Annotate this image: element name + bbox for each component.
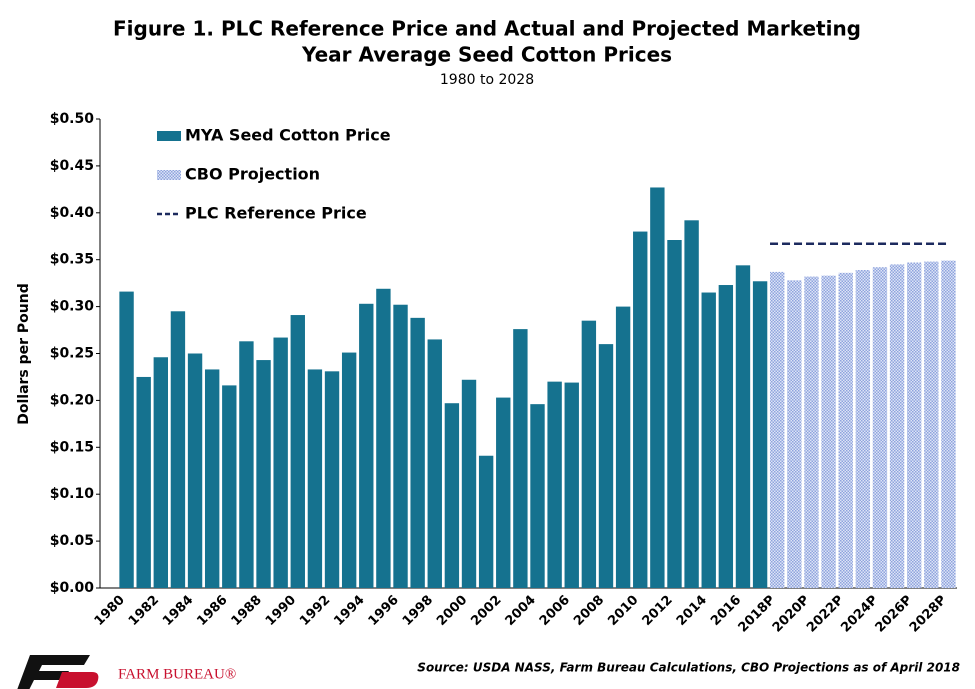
x-tick-label: 2006 <box>537 593 573 629</box>
x-tick-label: 2028P <box>907 593 950 636</box>
x-tick-label: 2022P <box>804 593 847 636</box>
y-tick-label: $0.00 <box>50 580 95 596</box>
x-tick-label: 2014 <box>674 593 710 629</box>
bar <box>752 281 768 588</box>
y-tick-label: $0.35 <box>50 252 94 268</box>
bar <box>701 292 716 588</box>
bar <box>119 291 134 588</box>
x-tick-label: 2004 <box>503 593 539 629</box>
bar <box>924 261 939 588</box>
bar <box>615 306 631 588</box>
bar <box>667 240 682 588</box>
bar <box>273 337 288 588</box>
bar <box>307 369 323 588</box>
x-tick-label: 2000 <box>434 593 470 629</box>
bar <box>239 341 254 588</box>
bar <box>838 272 853 588</box>
bar <box>872 267 888 588</box>
logo-text: FARM BUREAU® <box>118 666 236 682</box>
y-tick-label: $0.10 <box>50 486 95 502</box>
legend-swatch <box>157 170 181 180</box>
bar <box>804 276 819 588</box>
chart-subtitle: 1980 to 2028 <box>440 72 534 88</box>
chart-title: Figure 1. PLC Reference Price and Actual… <box>113 17 861 41</box>
y-tick-label: $0.20 <box>50 392 95 408</box>
x-tick-label: 1996 <box>366 593 402 629</box>
bar <box>718 285 734 588</box>
bar <box>598 344 614 588</box>
bar <box>324 371 340 588</box>
bar <box>256 360 271 588</box>
bar <box>650 187 665 588</box>
bar <box>496 397 511 588</box>
bar <box>376 288 391 588</box>
bar <box>359 303 374 588</box>
y-tick-label: $0.05 <box>50 533 94 549</box>
x-tick-label: 1982 <box>126 593 162 629</box>
x-tick-label: 1994 <box>331 593 367 629</box>
bar <box>735 265 751 588</box>
x-tick-label: 2026P <box>873 593 916 636</box>
bar <box>633 231 648 588</box>
x-tick-label: 1990 <box>263 593 299 629</box>
y-axis-label: Dollars per Pound <box>16 283 32 425</box>
legend-label: CBO Projection <box>185 165 320 184</box>
bar <box>427 339 442 588</box>
x-tick-label: 1984 <box>160 593 196 629</box>
x-tick-label: 2020P <box>770 593 813 636</box>
bar <box>478 455 494 588</box>
y-tick-label: $0.15 <box>50 439 94 455</box>
bar <box>170 311 186 588</box>
y-tick-label: $0.45 <box>50 158 94 174</box>
x-tick-label: 1988 <box>229 593 265 629</box>
legend-label: MYA Seed Cotton Price <box>185 126 391 145</box>
bar <box>153 357 168 588</box>
bar <box>889 264 905 588</box>
x-tick-label: 2008 <box>571 593 607 629</box>
y-tick-label: $0.40 <box>50 205 95 221</box>
bar <box>770 271 785 588</box>
bar <box>547 381 562 588</box>
x-tick-label: 2024P <box>838 593 881 636</box>
x-tick-label: 1980 <box>92 593 128 629</box>
bar <box>530 404 545 588</box>
logo: FARM BUREAU® <box>17 655 236 689</box>
y-tick-label: $0.30 <box>50 299 95 315</box>
bar <box>341 352 357 588</box>
bar <box>821 275 836 588</box>
bar <box>787 280 802 588</box>
x-tick-label: 1986 <box>194 593 230 629</box>
x-tick-label: 2002 <box>468 593 504 629</box>
bar <box>907 262 922 588</box>
bar <box>222 385 237 588</box>
bar <box>410 317 425 588</box>
bar <box>855 270 871 588</box>
y-tick-label: $0.25 <box>50 346 94 362</box>
bar <box>513 329 528 588</box>
bar <box>581 320 597 588</box>
bar <box>204 369 220 588</box>
chart-title: Year Average Seed Cotton Prices <box>301 43 672 67</box>
bar <box>564 382 579 588</box>
bar <box>444 403 460 588</box>
bar <box>187 353 203 588</box>
bar <box>290 315 305 588</box>
bar <box>136 376 151 588</box>
source: Source: USDA NASS, Farm Bureau Calculati… <box>417 661 960 675</box>
legend-label: PLC Reference Price <box>185 204 367 223</box>
y-tick-label: $0.50 <box>50 111 95 127</box>
legend-swatch <box>157 131 181 141</box>
x-tick-label: 2010 <box>605 593 641 629</box>
bar <box>393 304 408 588</box>
bar <box>941 260 956 588</box>
bar <box>684 220 699 588</box>
bar <box>461 379 477 588</box>
x-tick-label: 1998 <box>400 593 436 629</box>
x-tick-label: 1992 <box>297 593 333 629</box>
x-tick-label: 2012 <box>640 593 676 629</box>
x-tick-label: 2018P <box>736 593 779 636</box>
